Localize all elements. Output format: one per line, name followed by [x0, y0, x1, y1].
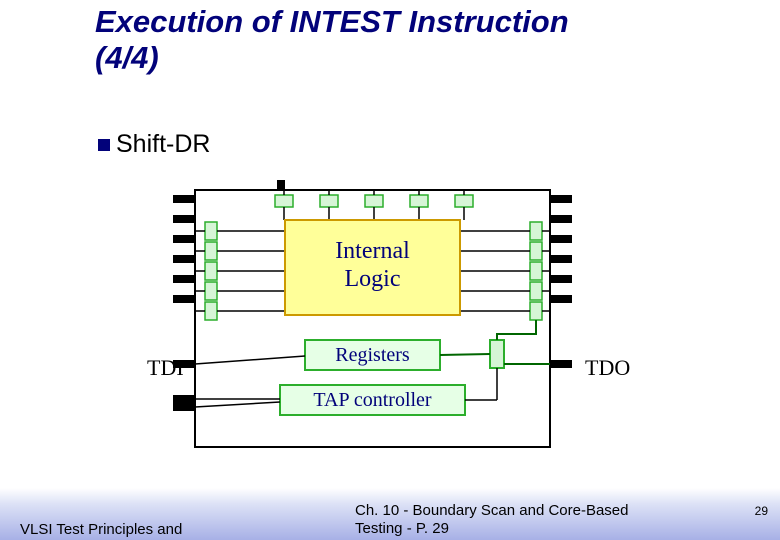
- footer-right-line2: Testing - P. 29: [355, 520, 449, 537]
- bullet-item: Shift-DR: [98, 130, 210, 159]
- svg-text:TDO: TDO: [585, 355, 630, 380]
- svg-text:Internal: Internal: [335, 238, 410, 264]
- svg-text:Logic: Logic: [345, 266, 401, 292]
- bullet-icon: [98, 139, 110, 151]
- title-line-2: (4/4): [95, 40, 159, 75]
- footer-bar: VLSI Test Principles and Ch. 10 - Bounda…: [0, 488, 780, 540]
- svg-text:TAP controller: TAP controller: [313, 389, 432, 411]
- title-line-1: Execution of INTEST Instruction: [95, 4, 569, 39]
- svg-text:Registers: Registers: [335, 344, 410, 366]
- block-diagram: InternalLogic Registers TAP controller TDI T…: [135, 180, 645, 460]
- bullet-text: Shift-DR: [116, 130, 210, 159]
- footer-right-line1: Ch. 10 - Boundary Scan and Core-Based: [355, 502, 629, 519]
- footer-left-text: VLSI Test Principles and: [20, 521, 182, 538]
- page-number: 29: [755, 504, 768, 518]
- svg-text:TDI: TDI: [147, 355, 184, 380]
- slide-title: Execution of INTEST Instruction (4/4): [95, 4, 569, 75]
- footer-right-text: Ch. 10 - Boundary Scan and Core-Based Te…: [355, 502, 629, 538]
